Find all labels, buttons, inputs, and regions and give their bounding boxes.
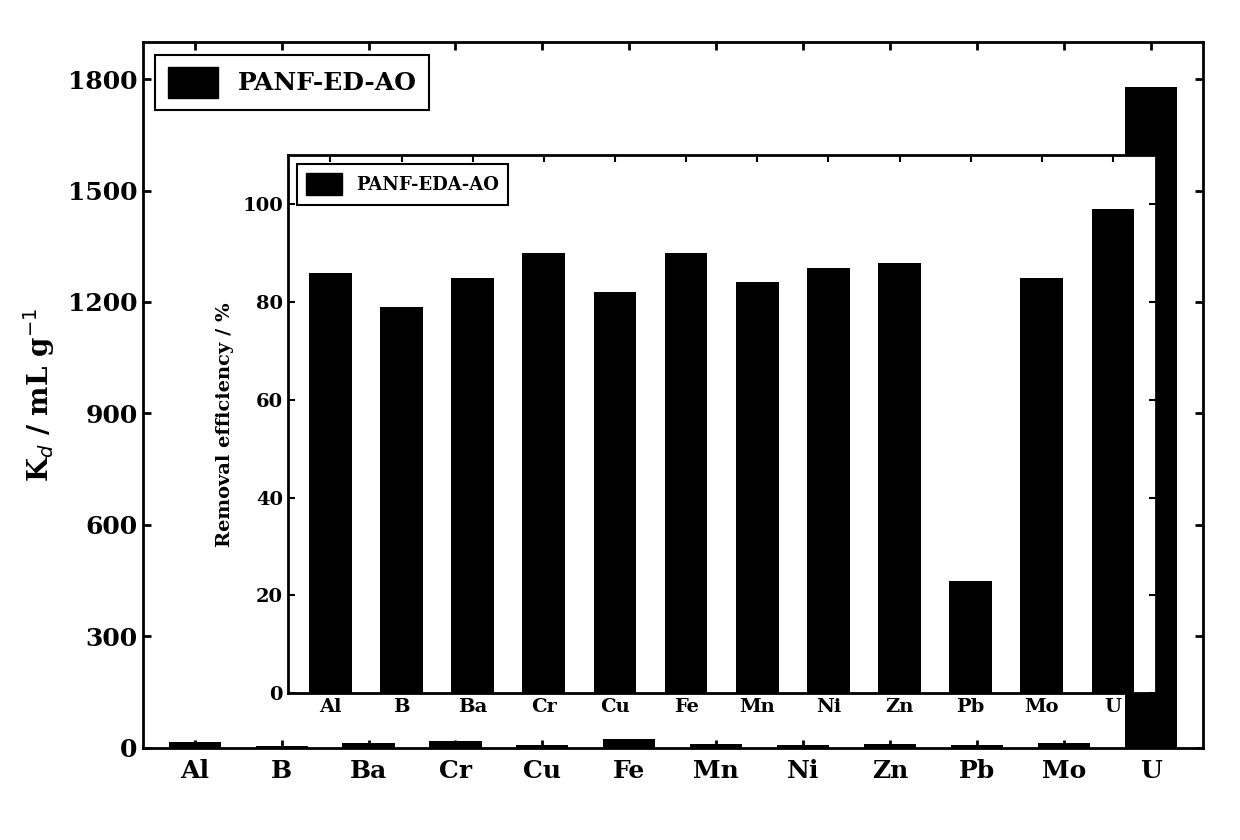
Bar xyxy=(342,743,394,748)
Bar xyxy=(1038,743,1090,748)
Bar xyxy=(878,263,921,693)
Y-axis label: K$_d$ / mL g$^{-1}$: K$_d$ / mL g$^{-1}$ xyxy=(21,307,57,482)
Bar xyxy=(309,273,352,693)
Bar xyxy=(950,580,992,693)
Bar xyxy=(951,745,1003,748)
Bar xyxy=(594,292,636,693)
Bar xyxy=(665,253,708,693)
Bar xyxy=(169,742,221,748)
Bar xyxy=(603,739,655,748)
Legend: PANF-EDA-AO: PANF-EDA-AO xyxy=(296,165,508,204)
Bar xyxy=(864,744,916,748)
Bar xyxy=(255,746,308,748)
Legend: PANF-ED-AO: PANF-ED-AO xyxy=(155,55,429,110)
Bar xyxy=(1091,209,1135,693)
Bar xyxy=(381,307,423,693)
Bar xyxy=(522,253,565,693)
Bar xyxy=(777,744,830,748)
Y-axis label: Removal efficiency / %: Removal efficiency / % xyxy=(216,302,233,547)
Bar xyxy=(1021,277,1063,693)
Bar xyxy=(807,268,849,693)
Bar xyxy=(451,277,494,693)
Bar xyxy=(429,741,481,748)
Bar xyxy=(516,744,568,748)
Bar xyxy=(691,744,743,748)
Bar xyxy=(1125,87,1177,748)
Bar xyxy=(735,282,779,693)
